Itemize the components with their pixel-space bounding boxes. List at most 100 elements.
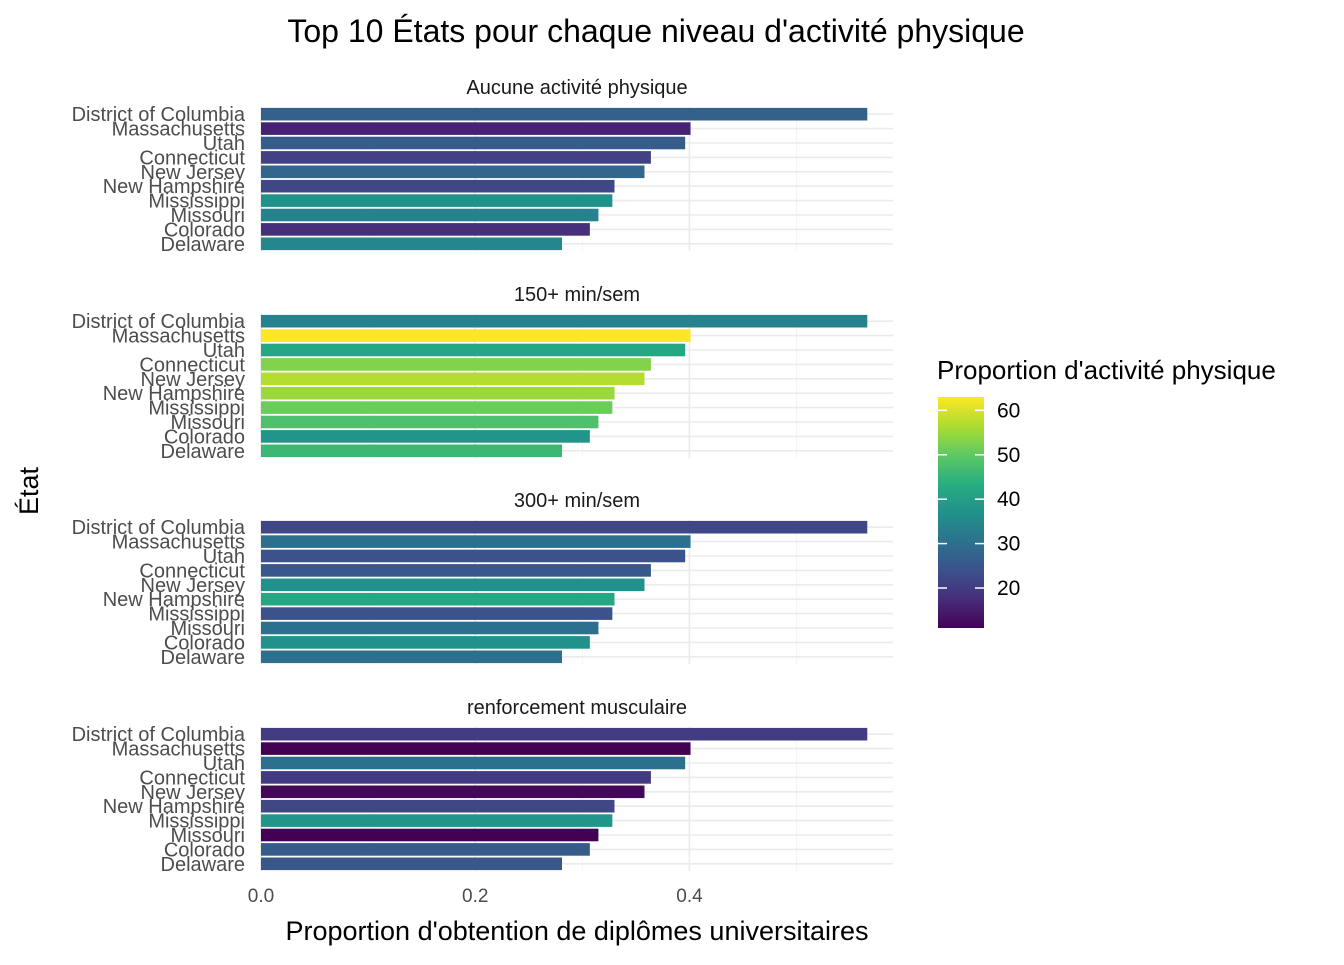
facet-panel: 300+ min/sem District of ColumbiaMassachu…: [72, 490, 893, 669]
bar: [261, 520, 868, 534]
y-tick-label: Utah: [203, 133, 245, 155]
facet-strip-label: Aucune activité physique: [466, 77, 687, 99]
bar: [261, 372, 645, 386]
y-tick-label: Missouri: [171, 825, 245, 847]
bar: [261, 578, 645, 592]
bar: [261, 136, 686, 150]
bar: [261, 107, 868, 121]
y-tick-label: Massachusetts: [112, 532, 245, 554]
y-tick-label: Colorado: [164, 426, 245, 448]
y-tick-label: Colorado: [164, 839, 245, 861]
bar: [261, 799, 615, 813]
y-tick-label: Connecticut: [139, 354, 245, 376]
legend-ticks: 20 30 40 50 60: [938, 399, 1020, 600]
bar: [261, 122, 691, 135]
bar: [261, 223, 590, 236]
facet-strip-label: 300+ min/sem: [514, 490, 640, 512]
bar: [261, 444, 563, 458]
facet-panels: Aucune activité physique District of Colu…: [72, 77, 893, 876]
bar: [261, 607, 613, 620]
y-tick-label: Massachusetts: [112, 326, 245, 348]
bar: [261, 151, 651, 164]
color-legend: Proportion d'activité physique 20 30 40 50 6…: [937, 355, 1276, 628]
bar: [261, 843, 590, 856]
y-tick-label: Massachusetts: [112, 119, 245, 141]
legend-tick-label: 60: [997, 399, 1020, 422]
bar: [261, 237, 563, 251]
x-tick-label: 0.0: [248, 886, 274, 907]
legend-tick-label: 30: [997, 533, 1020, 556]
y-tick-label: Colorado: [164, 632, 245, 654]
y-tick-label: District of Columbia: [72, 104, 246, 126]
x-tick-label: 0.2: [462, 886, 488, 907]
bar: [261, 386, 615, 400]
bar: [261, 771, 651, 784]
y-tick-label: Connecticut: [139, 767, 245, 789]
facet-panel: renforcement musculaire District of Colum…: [72, 697, 893, 876]
bar: [261, 165, 645, 179]
bar: [261, 592, 615, 606]
y-tick-label: Mississippi: [148, 398, 245, 420]
bar: [261, 549, 686, 563]
bar: [261, 208, 599, 222]
bar: [261, 314, 868, 328]
y-tick-label: Mississippi: [148, 811, 245, 833]
bar: [261, 650, 563, 664]
y-tick-label: Missouri: [171, 412, 245, 434]
facet-panel: Aucune activité physique District of Colu…: [72, 77, 893, 256]
y-tick-label: Delaware: [161, 647, 245, 669]
y-tick-label: Utah: [203, 546, 245, 568]
y-tick-label: Delaware: [161, 854, 245, 876]
chart-title: Top 10 États pour chaque niveau d'activi…: [287, 13, 1024, 49]
y-tick-label: Delaware: [161, 441, 245, 463]
y-tick-label: District of Columbia: [72, 724, 246, 746]
bar: [261, 430, 590, 443]
y-tick-label: District of Columbia: [72, 517, 246, 539]
bar: [261, 756, 686, 770]
y-tick-label: Colorado: [164, 219, 245, 241]
legend-tick-label: 50: [997, 444, 1020, 467]
bar: [261, 636, 590, 649]
y-tick-label: New Hampshire: [103, 589, 245, 611]
facet-strip-label: 150+ min/sem: [514, 284, 640, 306]
y-tick-label: New Jersey: [141, 782, 245, 804]
bar: [261, 401, 613, 414]
y-tick-label: Utah: [203, 753, 245, 775]
y-tick-label: New Hampshire: [103, 176, 245, 198]
bar: [261, 179, 615, 193]
facet-strip-label: renforcement musculaire: [467, 697, 687, 719]
bar: [261, 564, 651, 577]
y-tick-label: New Jersey: [141, 369, 245, 391]
facet-panel: 150+ min/sem District of ColumbiaMassachu…: [72, 284, 893, 463]
y-tick-label: Connecticut: [139, 560, 245, 582]
bar: [261, 358, 651, 371]
bar: [261, 857, 563, 871]
bar: [261, 785, 645, 799]
bar: [261, 343, 686, 357]
bar: [261, 194, 613, 207]
y-axis-title: État: [14, 466, 44, 515]
legend-colorbar: [938, 397, 984, 628]
bar: [261, 727, 868, 741]
y-tick-label: New Jersey: [141, 575, 245, 597]
y-tick-label: Mississippi: [148, 191, 245, 213]
y-tick-label: New Hampshire: [103, 796, 245, 818]
x-axis: 0.0 0.2 0.4: [248, 886, 703, 907]
y-tick-label: Utah: [203, 340, 245, 362]
legend-title: Proportion d'activité physique: [937, 355, 1276, 385]
y-tick-label: Missouri: [171, 205, 245, 227]
x-axis-title: Proportion d'obtention de diplômes unive…: [286, 916, 869, 946]
bar: [261, 742, 691, 755]
bar: [261, 621, 599, 635]
bar: [261, 814, 613, 827]
y-tick-label: Massachusetts: [112, 739, 245, 761]
y-tick-label: Missouri: [171, 618, 245, 640]
x-tick-label: 0.4: [676, 886, 703, 907]
bar: [261, 535, 691, 548]
bar: [261, 329, 691, 342]
bar: [261, 828, 599, 842]
legend-tick-label: 20: [997, 577, 1020, 600]
y-tick-label: New Hampshire: [103, 383, 245, 405]
y-tick-label: Delaware: [161, 234, 245, 256]
